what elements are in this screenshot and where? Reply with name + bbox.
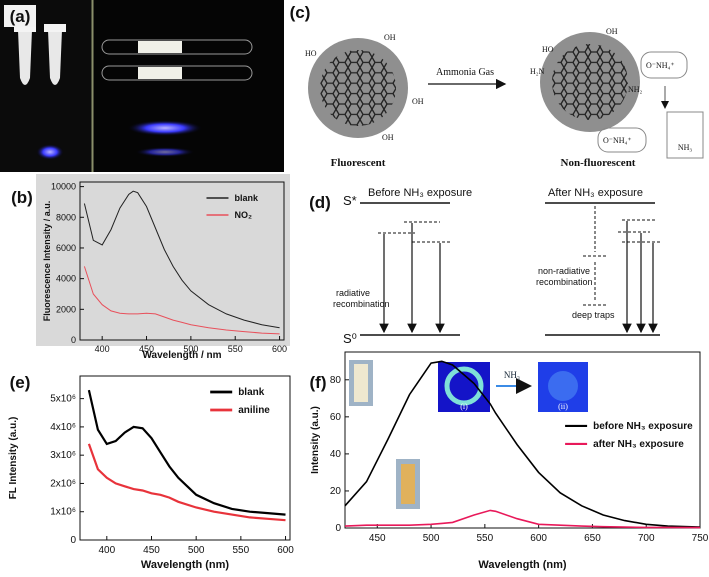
note: recombination [536,277,593,287]
y-tick-label: 40 [330,449,342,460]
x-tick-label: 700 [638,533,655,544]
legend-label: before NH₃ exposure [593,421,693,432]
series-line [87,389,286,516]
x-tick-label: 550 [228,344,243,354]
group-label: OH [382,133,394,142]
y-axis-label: FL Intensity (a.u.) [8,417,19,500]
group-label: O⁻NH₄⁺ [603,136,632,145]
insets-f: NH₃ (i) (ii) [349,360,588,509]
y-tick-label: 1x10⁶ [50,507,76,518]
panel-a: (a) [0,0,284,172]
series-line [83,266,280,335]
group-label: OH [384,33,396,42]
note: recombination [333,299,390,309]
y-tick-label: 4x10⁶ [50,422,76,433]
y-tick-label: 0 [71,335,76,345]
annotation: (i) [460,402,468,411]
legend-label: blank [234,193,259,203]
x-axis-label: Wavelength / nm [142,350,221,361]
plot-frame [79,181,285,341]
x-tick-label: 550 [477,533,494,544]
caption: Fluorescent [331,157,386,169]
x-tick-label: 600 [272,344,287,354]
y-tick-label: 60 [330,412,342,423]
panel-label: (f) [310,373,327,392]
heading: Before NH₃ exposure [368,187,472,199]
x-tick-label: 500 [183,344,198,354]
level-label: S* [343,193,357,208]
x-tick-label: 500 [188,545,205,556]
panel-label: (e) [10,373,31,392]
series-line [83,190,280,329]
y-axis-label: Intensity (a.u.) [310,406,321,474]
x-tick-label: 650 [584,533,601,544]
x-tick-label: 450 [139,344,154,354]
panel-d: (d) S* S⁰ Before NH₃ exposure After NH₃ … [309,187,660,346]
level-label: S⁰ [343,331,357,346]
note: deep traps [572,310,615,320]
legend-label: NO₂ [234,210,252,220]
group-label: NH₃ [678,143,693,152]
caption: Non-fluorescent [561,157,636,169]
annotation: NH₃ [504,370,520,380]
x-tick-label: 600 [277,545,294,556]
x-tick-label: 750 [692,533,709,544]
y-tick-label: 0 [335,523,341,534]
reagent: Ammonia Gas [436,67,494,78]
annotation: (ii) [558,402,568,411]
group-label: OH [606,27,618,36]
x-tick-label: 450 [369,533,386,544]
y-tick-label: 0 [70,535,76,546]
y-tick-label: 2x10⁶ [50,478,76,489]
series-line [87,443,286,522]
plot-frame [344,351,701,529]
plot-frame [79,375,291,541]
y-tick-label: 10000 [51,182,76,192]
legend-label: aniline [238,405,270,416]
y-tick-label: 80 [330,375,342,386]
x-axis-label: Wavelength (nm) [141,559,230,571]
group-label: OH [412,97,424,106]
note: radiative [336,288,370,298]
x-axis-label: Wavelength (nm) [478,559,567,571]
panel-label: (d) [309,193,331,212]
x-tick-label: 400 [95,344,110,354]
x-tick-label: 400 [98,545,115,556]
series-line [344,360,701,528]
y-tick-label: 4000 [56,274,76,284]
y-tick-label: 2000 [56,304,76,314]
legend-label: after NH₃ exposure [593,439,684,450]
x-tick-label: 550 [233,545,250,556]
panel-b-bg [36,174,290,346]
note: non-radiative [538,266,590,276]
x-tick-label: 600 [530,533,547,544]
panel-label: (a) [10,7,31,26]
group-label: NH₂ [628,85,643,94]
panel-label: (b) [11,188,33,207]
x-tick-label: 500 [423,533,440,544]
group-label: HO [542,45,554,54]
y-tick-label: 6000 [56,243,76,253]
legend-label: blank [238,387,265,398]
series-line [344,509,701,529]
group-label: H₂N [530,67,545,76]
y-tick-label: 5x10⁶ [50,394,76,405]
y-tick-label: 3x10⁶ [50,450,76,461]
y-tick-label: 20 [330,486,342,497]
y-tick-label: 8000 [56,212,76,222]
panel-label: (c) [290,3,311,22]
y-axis-label: Fluorescence Intensity / a.u. [42,201,52,322]
x-tick-label: 450 [143,545,160,556]
heading: After NH₃ exposure [548,187,643,199]
group-label: O⁻NH₄⁺ [646,61,675,70]
panel-c: (c) Ammonia Gas Fluorescent Non-fluoresc… [290,3,704,169]
group-label: HO [305,49,317,58]
